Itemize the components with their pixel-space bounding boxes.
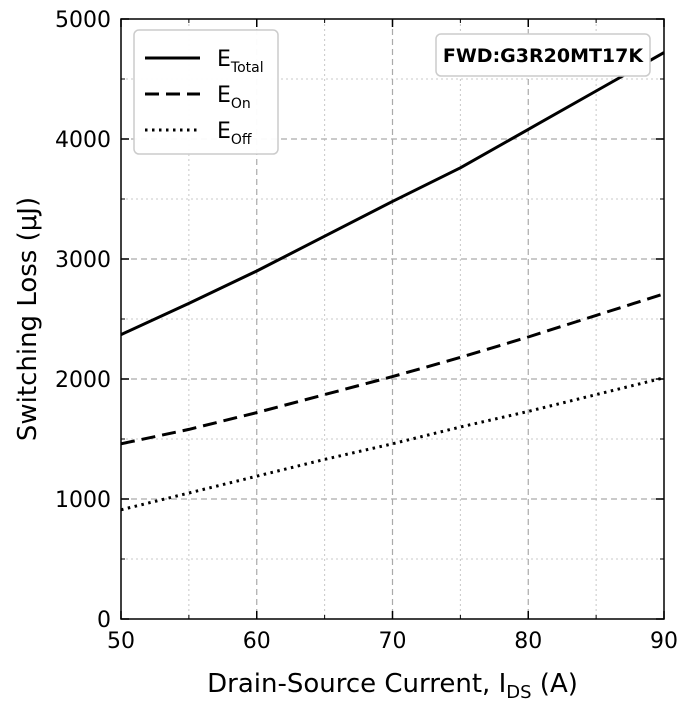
legend-label-sub: Total [230,60,264,76]
series-line-off [120,376,665,512]
y-tick-label-5000: 5000 [55,8,111,33]
x-axis-label-suffix: (A) [532,669,578,699]
legend-label-total: ETotal [217,47,264,76]
legend-label-on: EOn [217,83,251,112]
y-tick-label-3000: 3000 [55,248,111,273]
labels-layer: 50 60 70 80 90 0 1000 2000 3000 4000 5000 Drain-Sou… [13,8,678,703]
x-tick-label-90: 90 [650,629,678,654]
annotation-layer: FWD:G3R20MT17K [435,33,651,77]
series-layer [120,51,665,512]
x-tick-label-80: 80 [514,629,542,654]
x-tick-label-50: 50 [107,629,135,654]
legend-label-off: EOff [217,119,252,148]
legend-label-sub: Off [231,132,252,148]
legend-label-main: E [217,119,231,144]
legend-label-main: E [217,83,231,108]
series-line-total [120,51,665,336]
annotation-text: FWD:G3R20MT17K [443,45,645,67]
axes-layer [120,18,665,620]
legend-label-sub: On [231,96,251,112]
legend-label-main: E [217,47,231,72]
y-tick-label-1000: 1000 [55,488,111,513]
x-axis-label: Drain-Source Current, IDS (A) [207,669,578,702]
y-axis-label: Switching Loss (μJ) [13,197,43,441]
legend-box [133,29,279,155]
x-tick-label-60: 60 [243,629,271,654]
series-line-on [120,292,665,446]
x-axis-label-sub: DS [506,682,531,702]
y-tick-label-4000: 4000 [55,128,111,153]
annotation-box [435,33,651,77]
x-tick-label-70: 70 [379,629,407,654]
y-tick-label-2000: 2000 [55,368,111,393]
y-tick-label-0: 0 [97,608,111,633]
x-axis-label-main: Drain-Source Current, I [207,669,506,699]
